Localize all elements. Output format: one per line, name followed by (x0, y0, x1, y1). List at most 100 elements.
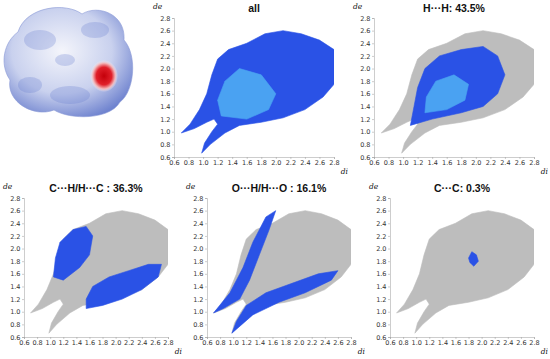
tick-label: 1.8 (281, 339, 291, 347)
tick-mark (172, 81, 174, 82)
axis: 0.60.81.01.21.41.61.82.02.22.42.62.8 (202, 337, 356, 347)
tick-label: 0.6 (376, 334, 386, 342)
tick: 1.4 (438, 337, 448, 347)
tick-label: 1.2 (59, 339, 69, 347)
tick: 1.6 (242, 157, 252, 167)
tick: 1.8 (376, 258, 390, 266)
hirshfeld-surface (4, 8, 133, 117)
surface-shade (24, 30, 56, 50)
tick-mark (172, 94, 174, 95)
tick: 1.2 (160, 116, 174, 124)
fingerprint-panel: 0.60.81.01.21.41.61.82.02.22.42.62.80.60… (3, 182, 183, 356)
tick-label: 1.0 (360, 128, 370, 136)
tick-label: 2.0 (294, 339, 304, 347)
plot-area (214, 211, 351, 334)
tick-mark (172, 69, 174, 70)
tick: 1.6 (160, 90, 174, 98)
tick: 0.8 (384, 157, 394, 167)
y-axis-label: de (153, 2, 163, 11)
tick-label: 1.8 (98, 339, 108, 347)
tick-label: 2.6 (315, 159, 325, 167)
tick: 2.6 (516, 337, 526, 347)
tick: 1.8 (10, 258, 24, 266)
tick-mark (22, 274, 24, 275)
tick-label: 1.8 (360, 78, 370, 86)
tick-mark (172, 106, 174, 107)
tick-label: 2.6 (150, 339, 160, 347)
panel-title: all (248, 2, 260, 14)
tick: 0.8 (376, 321, 390, 329)
tick: 1.8 (464, 337, 474, 347)
tick: 2.6 (193, 207, 207, 215)
tick: 1.0 (10, 308, 24, 316)
tick-label: 2.6 (193, 207, 203, 215)
tick: 1.2 (413, 157, 423, 167)
tick-label: 2.6 (160, 27, 170, 35)
tick-label: 2.8 (529, 159, 539, 167)
x-axis-label: di (341, 167, 349, 176)
tick-mark (172, 119, 174, 120)
tick: 0.6 (10, 334, 24, 342)
axis: 0.60.81.01.21.41.61.82.02.22.42.62.8 (376, 195, 390, 342)
tick: 2.8 (529, 157, 539, 167)
axis: 0.60.81.01.21.41.61.82.02.22.42.62.8 (160, 15, 174, 162)
tick-label: 1.2 (242, 339, 252, 347)
tick: 1.6 (85, 337, 95, 347)
tick: 1.2 (10, 296, 24, 304)
tick-label: 2.8 (376, 195, 386, 203)
tick: 2.6 (10, 207, 24, 215)
tick: 1.0 (398, 157, 408, 167)
tick-label: 2.4 (193, 220, 203, 228)
tick: 2.2 (286, 157, 296, 167)
tick-label: 0.8 (376, 321, 386, 329)
x-axis-label: di (541, 347, 549, 356)
tick-label: 2.0 (271, 159, 281, 167)
tick-label: 2.4 (360, 40, 370, 48)
tick: 2.4 (320, 337, 330, 347)
tick-label: 2.4 (10, 220, 20, 228)
axis: 0.60.81.01.21.41.61.82.02.22.42.62.8 (385, 337, 539, 347)
axis: 0.60.81.01.21.41.61.82.02.22.42.62.8 (19, 337, 173, 347)
tick-label: 0.8 (193, 321, 203, 329)
tick-label: 1.8 (464, 339, 474, 347)
tick: 1.4 (360, 103, 374, 111)
tick: 2.0 (376, 245, 390, 253)
tick: 2.2 (376, 232, 390, 240)
tick: 0.6 (19, 337, 29, 347)
tick: 2.2 (10, 232, 24, 240)
tick: 2.2 (360, 52, 374, 60)
tick-label: 2.2 (360, 52, 370, 60)
surface-shade (55, 54, 75, 66)
tick-label: 2.0 (376, 245, 386, 253)
tick-label: 0.6 (369, 159, 379, 167)
fingerprint-panel: 0.60.81.01.21.41.61.82.02.22.42.62.80.60… (153, 2, 349, 176)
tick-label: 1.0 (46, 339, 56, 347)
tick-mark (22, 324, 24, 325)
fingerprint-region (53, 226, 92, 280)
fingerprint-panel: 0.60.81.01.21.41.61.82.02.22.42.62.80.60… (186, 182, 366, 356)
tick-label: 0.8 (384, 159, 394, 167)
tick-label: 1.4 (360, 103, 370, 111)
tick-label: 0.8 (160, 141, 170, 149)
tick-mark (22, 249, 24, 250)
tick: 2.8 (376, 195, 390, 203)
tick-label: 2.0 (111, 339, 121, 347)
tick-mark (372, 18, 374, 19)
tick-label: 2.6 (333, 339, 343, 347)
background-region (214, 211, 351, 334)
tick-label: 2.4 (300, 159, 310, 167)
fingerprint-panel: 0.60.81.01.21.41.61.82.02.22.42.62.80.6 0… (369, 182, 549, 356)
tick: 2.0 (111, 337, 121, 347)
tick-label: 2.6 (516, 339, 526, 347)
surface-shade (81, 22, 109, 38)
fingerprint-region (469, 252, 479, 267)
tick: 2.4 (500, 157, 510, 167)
x-axis-label: di (358, 347, 366, 356)
tick-label: 1.4 (228, 159, 238, 167)
tick: 0.8 (360, 141, 374, 149)
tick-mark (388, 299, 390, 300)
surface-shade (50, 86, 90, 104)
tick-label: 2.8 (360, 15, 370, 23)
tick-mark (22, 236, 24, 237)
tick: 2.4 (360, 40, 374, 48)
